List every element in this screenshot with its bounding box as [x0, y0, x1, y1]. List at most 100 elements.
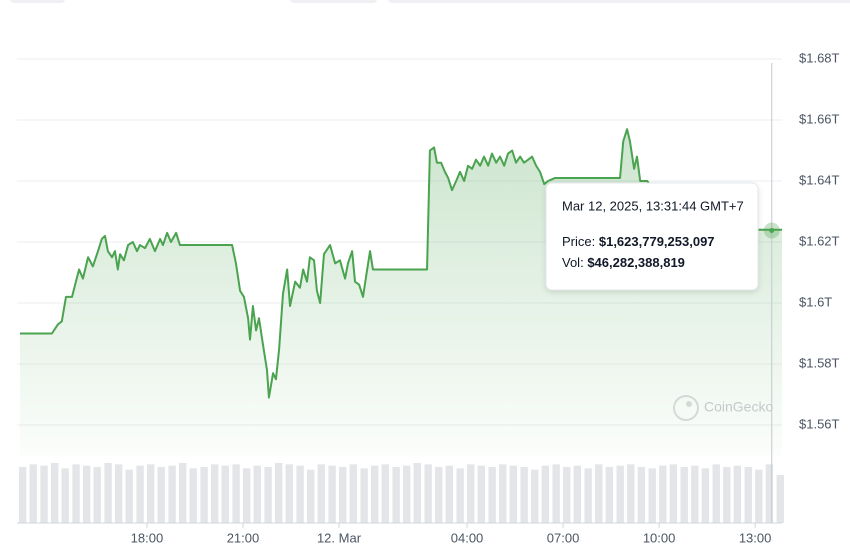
volume-bar [61, 468, 69, 523]
watermark-logo [673, 395, 699, 421]
volume-bar [744, 467, 752, 523]
volume-bar [531, 469, 539, 523]
volume-bar [648, 468, 656, 523]
volume-bar [467, 464, 475, 523]
volume-bar [146, 464, 155, 523]
volume-bar [264, 467, 272, 523]
watermark-logo [686, 401, 692, 407]
plot [19, 128, 782, 456]
tooltip-box [545, 182, 759, 291]
watermark: CoinGecko [673, 395, 773, 421]
volume-bar [232, 464, 240, 523]
volume-bar [563, 467, 571, 523]
x-tick-label: 18:00 [131, 530, 164, 545]
volume-bar [371, 465, 379, 523]
volume-bar [285, 464, 293, 523]
area [19, 129, 782, 456]
volume-bar [776, 475, 784, 523]
control-pill[interactable] [388, 0, 850, 3]
volume-bar [488, 467, 496, 523]
volume-bar [413, 463, 421, 523]
volume-bar [403, 465, 411, 523]
volume-bar [253, 465, 261, 523]
volume-bar [178, 463, 187, 523]
volume-bar [477, 465, 485, 523]
volume-bar [701, 468, 710, 523]
volume-bar [210, 464, 219, 523]
volume-bar [328, 465, 336, 523]
axes: $1.56T $1.58T $1.6T $1.62T $1.64T $1.66T $1.68… [17, 50, 840, 545]
volume-bar [765, 464, 774, 523]
volume-bar [29, 464, 37, 523]
y-tick-label: $1.6T [799, 294, 832, 309]
control-pill[interactable] [290, 0, 377, 3]
volume-bar [509, 465, 518, 523]
volume-bar [595, 464, 603, 523]
x-tick-label: 07:00 [547, 530, 580, 545]
volume-bar [573, 465, 582, 523]
volume-bar [552, 464, 560, 523]
volume-bar [723, 467, 731, 523]
volume-bar [221, 465, 229, 523]
volume-bar [627, 464, 635, 523]
volume-bar [274, 463, 283, 523]
y-tick-label: $1.56T [799, 416, 840, 431]
volume-bar [733, 465, 742, 523]
volume-bar [339, 467, 347, 523]
volume-bar [520, 467, 528, 523]
control-pill[interactable] [10, 0, 65, 3]
volume-bar [242, 468, 251, 523]
volume-bar [168, 465, 176, 523]
y-tick-label: $1.62T [799, 233, 840, 248]
y-tick-label: $1.58T [799, 355, 840, 370]
volume-bar [392, 467, 400, 523]
volume-bar [659, 465, 667, 523]
volume-bar [104, 463, 112, 523]
tooltip-value: $46,282,388,819 [587, 255, 685, 270]
price-line [19, 128, 782, 399]
x-tick-label: 21:00 [227, 530, 260, 545]
volume-bar [50, 463, 59, 523]
volume-bars [18, 463, 784, 523]
tooltip-volume: Vol: $46,282,388,819 [562, 255, 685, 270]
volume-bar [680, 467, 688, 523]
volume-bar [669, 464, 678, 523]
y-tick-label: $1.66T [799, 111, 840, 126]
volume-bar [691, 465, 699, 523]
volume-bar [200, 467, 208, 523]
tooltip-price: Price: $1,623,779,253,097 [562, 234, 715, 249]
top-controls [10, 0, 850, 3]
volume-bar [360, 468, 368, 523]
volume-bar [114, 464, 123, 523]
volume-bar [157, 467, 165, 523]
tooltip-label: Price: [562, 234, 595, 249]
x-tick-label: 10:00 [643, 530, 676, 545]
y-tick-label: $1.64T [799, 172, 840, 187]
watermark-text: CoinGecko [704, 399, 773, 415]
y-tick-label: $1.68T [799, 50, 840, 65]
volume-bar [424, 464, 432, 523]
x-tick-label: 12. Mar [317, 530, 362, 545]
tooltip-label: Vol: [562, 255, 584, 270]
volume-bar [189, 468, 197, 523]
tooltip-title: Mar 12, 2025, 13:31:44 GMT+7 [562, 198, 744, 213]
volume-bar [306, 469, 315, 523]
volume-bar [541, 465, 550, 523]
volume-bar [712, 464, 720, 523]
x-tick-label: 13:00 [739, 530, 772, 545]
volume-bar [136, 465, 144, 523]
volume-bar [755, 469, 763, 523]
volume-bar [72, 464, 80, 523]
volume-bar [435, 467, 443, 523]
volume-bar [456, 468, 464, 523]
volume-bar [18, 467, 27, 523]
volume-bar [616, 465, 624, 523]
volume-bar [381, 464, 389, 523]
volume-bar [317, 464, 325, 523]
volume-bar [93, 467, 101, 523]
volume-bar [584, 468, 592, 523]
x-tick-label: 04:00 [451, 530, 484, 545]
volume-bar [499, 464, 507, 523]
volume-bar [40, 465, 48, 523]
